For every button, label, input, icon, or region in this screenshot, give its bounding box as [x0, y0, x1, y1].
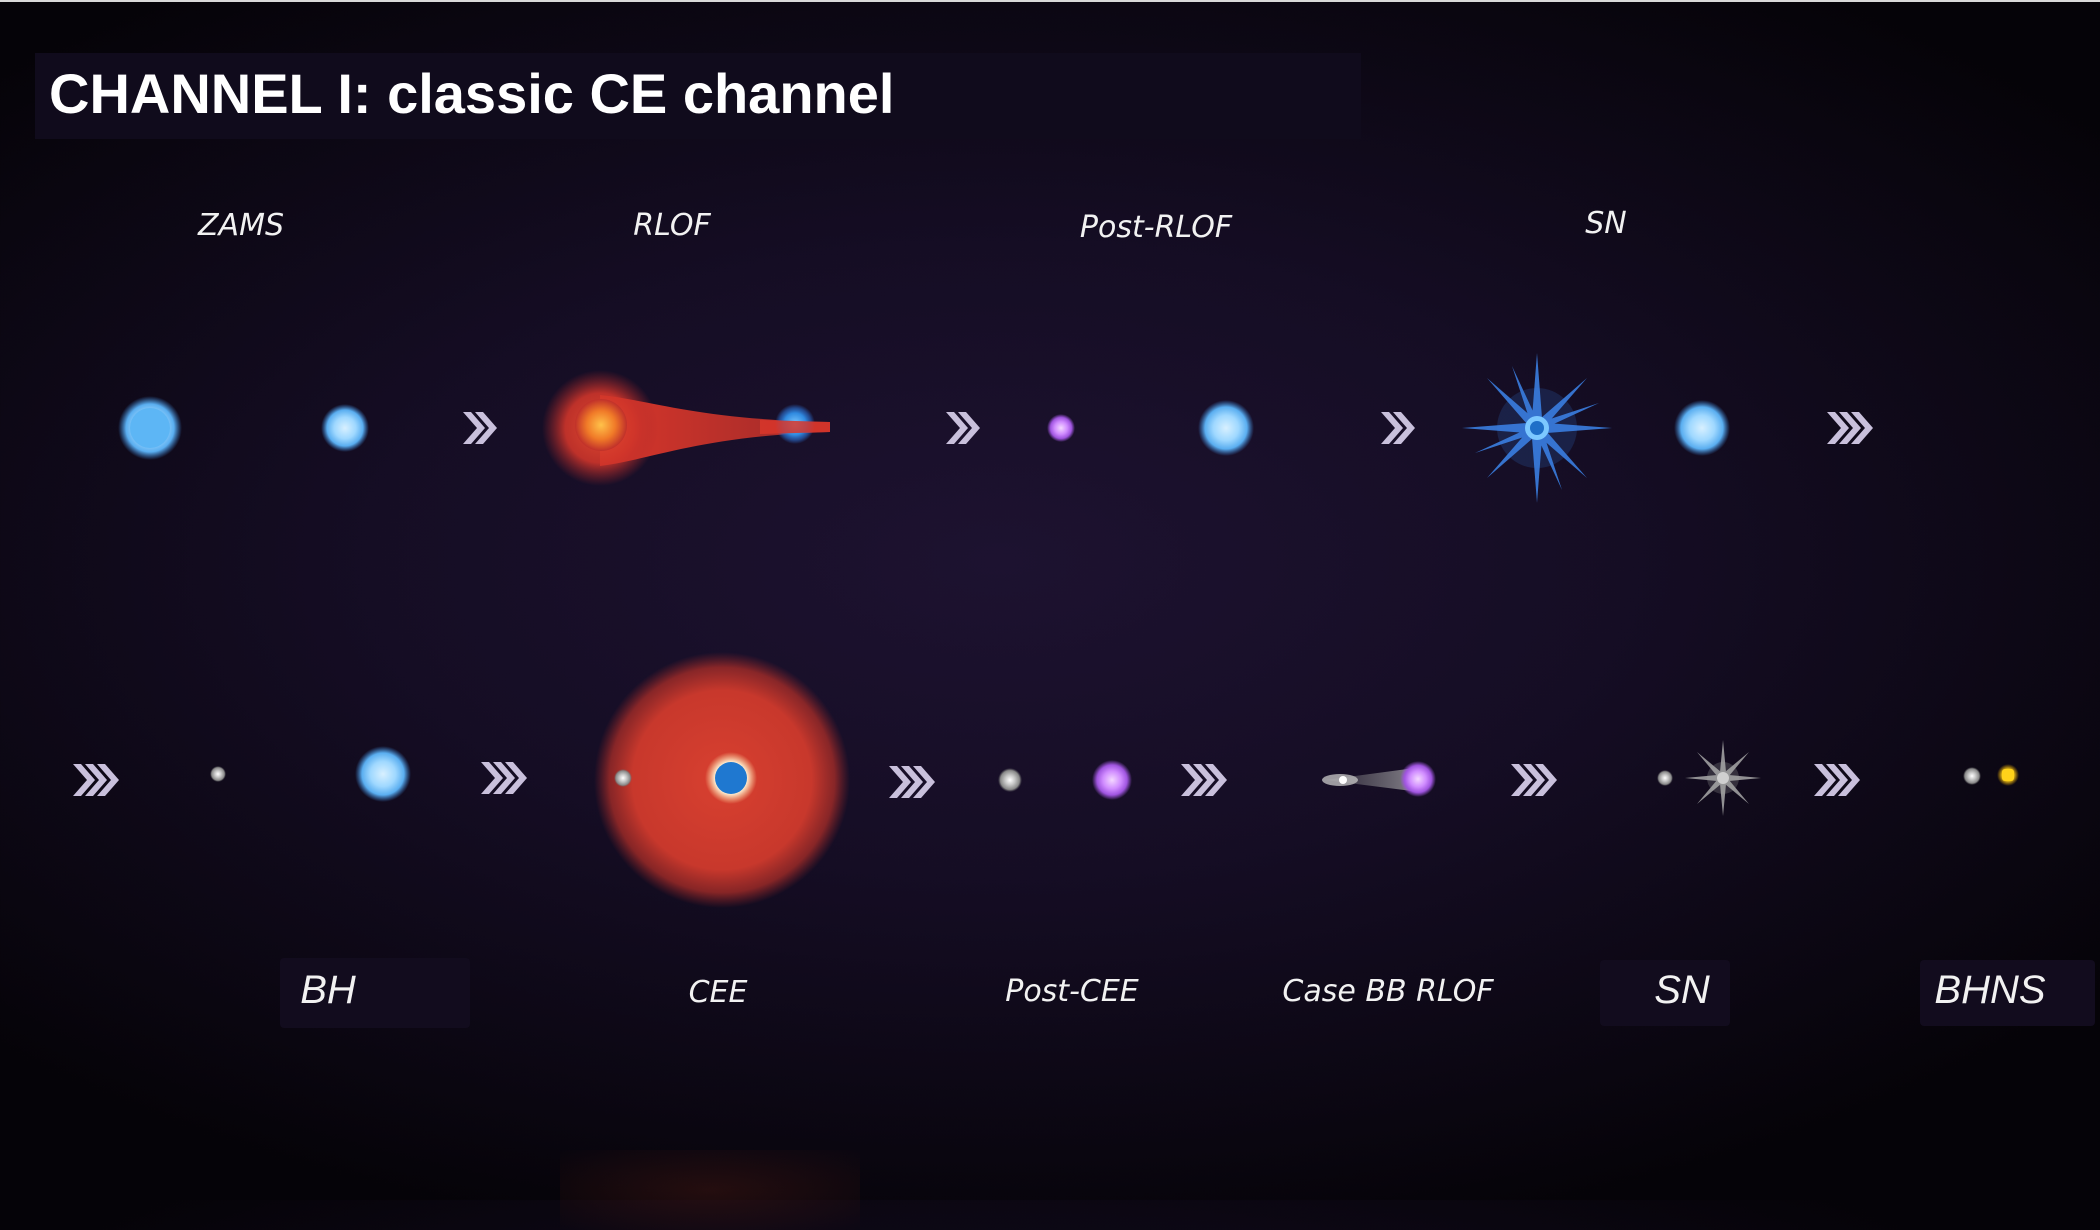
zams-secondary-star: [321, 404, 369, 452]
stage-label-sn: SN: [1585, 206, 1627, 241]
label-backdrop: [1920, 960, 2095, 1026]
slide-title: CHANNEL I: classic CE channel: [49, 62, 895, 125]
label-backdrop: [280, 958, 470, 1028]
post-cee-black-hole: [998, 768, 1022, 792]
post-rlof-stripped-star: [1047, 414, 1075, 442]
supernova-burst-icon: [1685, 740, 1761, 816]
case-bb-black-hole: [1339, 776, 1347, 784]
arrow-icon: [1827, 412, 1873, 444]
stage-label-case-bb-rlof: Case BB RLOF: [1282, 974, 1494, 1009]
bh-companion-star: [355, 746, 411, 802]
stage-label-sn-2: SN: [1654, 968, 1710, 1012]
post-rlof-companion-star: [1198, 400, 1254, 456]
arrow-icon: [463, 412, 497, 444]
stage-label-bh: BH: [300, 968, 356, 1012]
bhns-neutron-star-core: [2002, 769, 2014, 781]
supernova-burst-icon: [1462, 353, 1612, 503]
arrow-icon: [73, 764, 119, 796]
stage-label-post-cee: Post-CEE: [1005, 974, 1139, 1009]
label-backdrop: [1600, 960, 1730, 1026]
sn-companion-star: [1674, 400, 1730, 456]
arrow-icon: [1814, 764, 1860, 796]
post-cee-helium-star: [1092, 760, 1132, 800]
rlof-stream-tip: [760, 420, 830, 434]
stage-label-zams: ZAMS: [197, 208, 285, 243]
sn2-black-hole: [1657, 770, 1673, 786]
rlof-donor-core: [575, 399, 627, 451]
rlof-mass-stream: [600, 395, 830, 466]
zams-primary-core: [130, 408, 170, 448]
arrow-icon: [946, 412, 980, 444]
cee-black-hole: [614, 769, 632, 787]
arrow-icon: [1511, 764, 1557, 796]
arrow-icon: [1181, 764, 1227, 796]
arrow-icon: [481, 762, 527, 794]
stage-label-rlof: RLOF: [633, 208, 711, 243]
cee-core-star: [715, 762, 747, 794]
stage-label-cee: CEE: [688, 975, 748, 1010]
stage-label-post-rlof: Post-RLOF: [1079, 210, 1233, 245]
title-banner: CHANNEL I: classic CE channel: [35, 53, 1361, 139]
case-bb-mass-stream: [1325, 768, 1420, 792]
bh-black-hole: [210, 766, 226, 782]
arrow-icon: [1381, 412, 1415, 444]
evolution-diagram: [73, 353, 2019, 908]
top-border-line: [0, 0, 2100, 2]
arrow-icon: [889, 766, 935, 798]
bhns-black-hole: [1963, 767, 1981, 785]
stage-label-bhns: BHNS: [1934, 968, 2046, 1012]
case-bb-helium-star: [1400, 761, 1436, 797]
